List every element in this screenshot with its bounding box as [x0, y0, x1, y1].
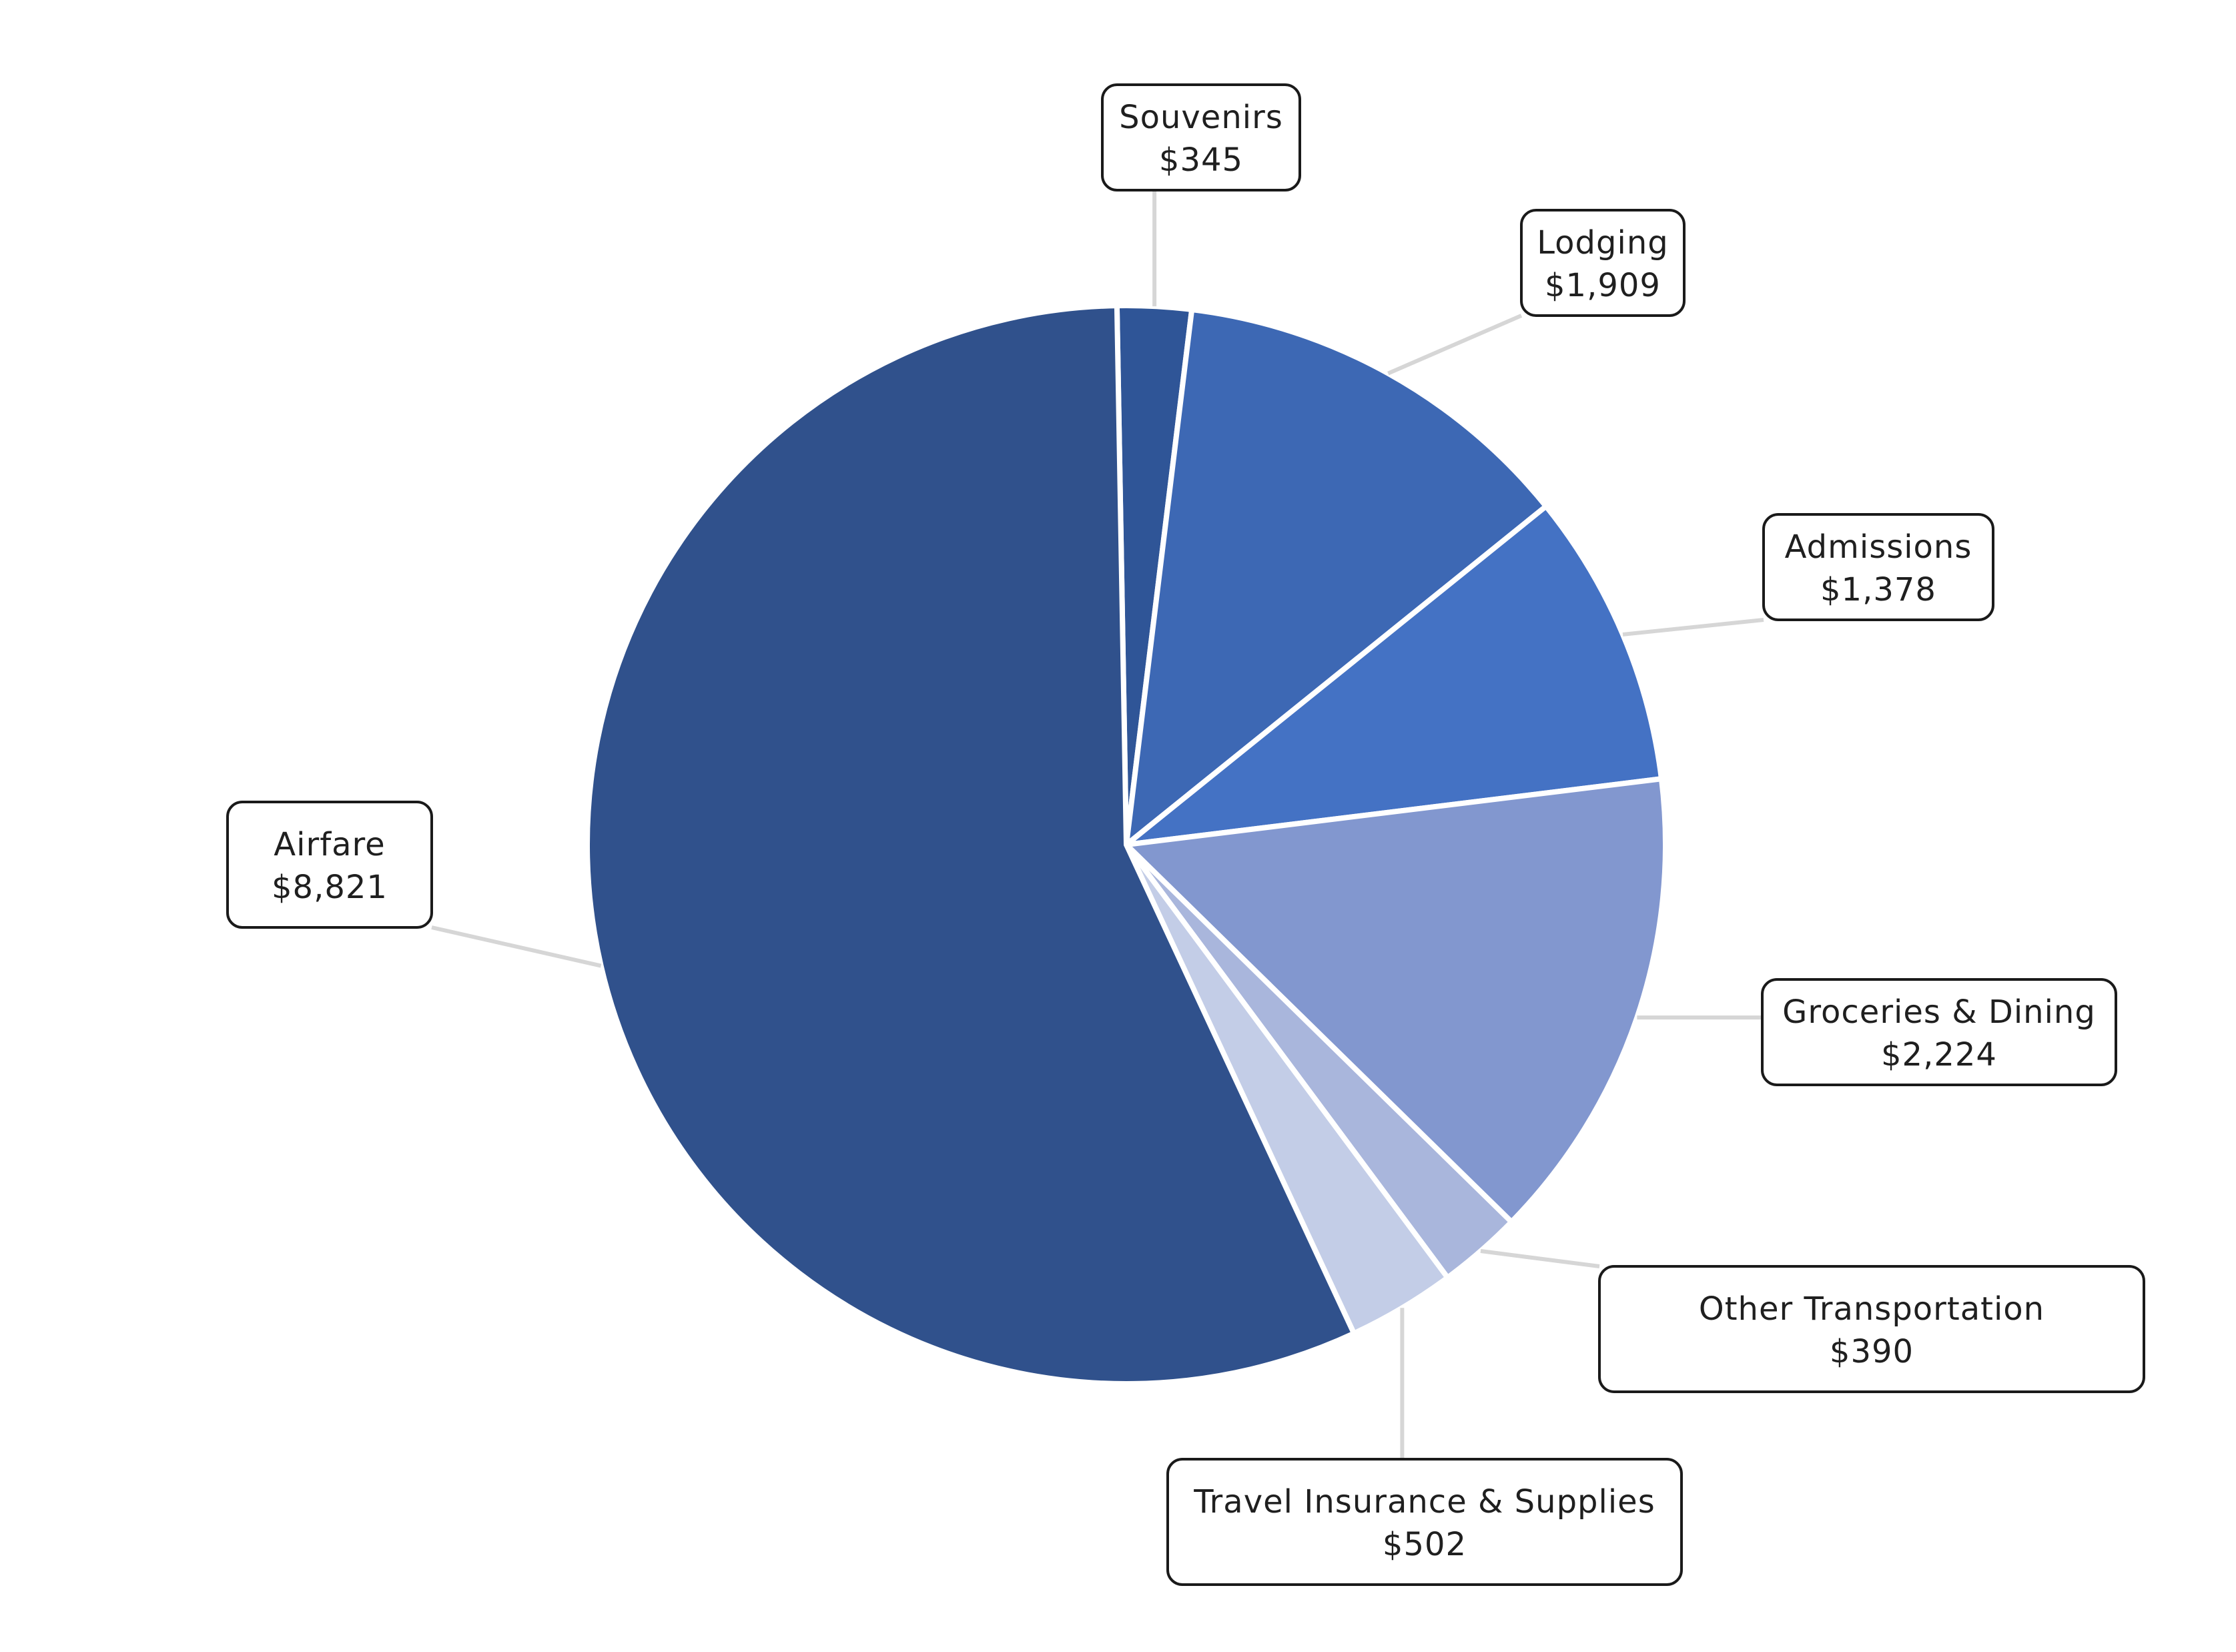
slice-category-label: Souvenirs — [1119, 99, 1283, 136]
slice-category-label: Groceries & Dining — [1782, 993, 2096, 1031]
pie-slice-groceries-and-dining — [1124, 776, 1668, 1225]
slice-label-other-transportation: Other Transportation $390 — [1598, 1265, 2145, 1393]
pie-slice-lodging — [1124, 306, 1549, 847]
label-box — [1598, 1265, 2145, 1393]
slice-label-airfare: Airfare $8,821 — [226, 801, 433, 929]
slice-category-label: Airfare — [274, 826, 385, 863]
slice-label-travel-insurance-and-supplies: Travel Insurance & Supplies $502 — [1166, 1458, 1683, 1586]
pie-slice-admissions — [1124, 503, 1664, 847]
label-box — [1761, 978, 2117, 1086]
slice-category-label: Travel Insurance & Supplies — [1193, 1483, 1655, 1521]
slice-value-label: $390 — [1830, 1333, 1914, 1370]
leader-line-airfare — [431, 925, 602, 968]
leader-lines — [431, 190, 1764, 1459]
pie-slices — [585, 303, 1668, 1386]
label-box — [1520, 209, 1686, 317]
slice-value-label: $345 — [1159, 141, 1243, 179]
slice-value-label: $1,909 — [1545, 267, 1661, 304]
slice-value-label: $1,378 — [1820, 571, 1936, 608]
leader-line-admissions — [1622, 618, 1764, 637]
label-box — [1101, 83, 1301, 191]
leader-line-other-transportation — [1480, 1249, 1600, 1268]
slice-label-lodging: Lodging $1,909 — [1520, 209, 1686, 317]
label-box — [1762, 513, 1994, 621]
slice-labels: Souvenirs $345 Lodging $1,909 Admissions $1,3… — [226, 83, 2145, 1586]
slice-category-label: Other Transportation — [1699, 1290, 2044, 1328]
slice-value-label: $2,224 — [1881, 1036, 1997, 1074]
slice-category-label: Lodging — [1537, 224, 1668, 262]
label-box — [226, 801, 433, 929]
slice-value-label: $502 — [1383, 1526, 1467, 1563]
slice-value-label: $8,821 — [272, 869, 388, 906]
slice-label-groceries-and-dining: Groceries & Dining $2,224 — [1761, 978, 2117, 1086]
slice-label-admissions: Admissions $1,378 — [1762, 513, 1994, 621]
slice-category-label: Admissions — [1785, 528, 1972, 566]
label-box — [1166, 1458, 1683, 1586]
leader-line-lodging — [1387, 314, 1523, 376]
slice-label-souvenirs: Souvenirs $345 — [1101, 83, 1301, 191]
